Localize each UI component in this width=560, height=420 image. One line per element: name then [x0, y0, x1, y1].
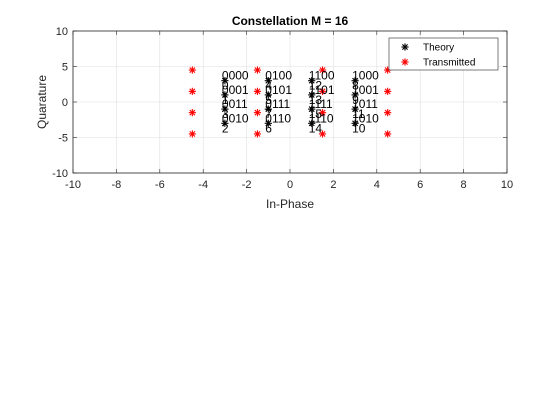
point-bits-label: 1110 — [309, 111, 334, 125]
point-annotations: 0000010001300112001040100501017011160110… — [222, 69, 379, 136]
chart-title: Constellation M = 16 — [232, 14, 349, 28]
transmitted-point — [384, 109, 392, 117]
legend-entry-label: Theory — [423, 43, 454, 54]
x-tick-label: 4 — [374, 179, 380, 191]
point-number-label: 9 — [352, 93, 359, 107]
x-tick-label: -10 — [65, 179, 81, 191]
x-tick-label: 6 — [417, 179, 423, 191]
y-tick-label: -10 — [52, 168, 68, 180]
theory-point — [221, 91, 229, 99]
point-number-label: 15 — [309, 107, 323, 121]
theory-point — [308, 91, 316, 99]
point-number-label: 3 — [222, 107, 229, 121]
point-bits-label: 0110 — [265, 111, 291, 125]
axes-box — [72, 30, 508, 174]
transmitted-point — [318, 109, 327, 117]
x-axis-label: In-Phase — [266, 197, 314, 211]
point-number-label: 8 — [352, 79, 359, 93]
theory-point — [351, 77, 359, 85]
point-number-label: 14 — [309, 121, 323, 135]
transmitted-point — [188, 109, 196, 117]
theory-point — [264, 91, 272, 99]
point-number-label: 5 — [265, 93, 272, 107]
x-tick-label: 0 — [287, 179, 293, 191]
point-number-label: 0 — [222, 79, 229, 93]
y-axis-label: Quarature — [35, 75, 49, 129]
point-number-label: 1 — [222, 93, 229, 107]
transmitted-point — [253, 109, 262, 117]
x-tick-label: -2 — [242, 179, 252, 191]
transmitted-point — [384, 130, 392, 138]
point-bits-label: 0100 — [265, 69, 292, 83]
point-bits-label: 1000 — [352, 69, 379, 83]
transmitted-point — [253, 130, 262, 138]
theory-point — [264, 105, 272, 113]
transmitted-point — [253, 66, 262, 74]
legend-theory-marker — [401, 43, 409, 51]
theory-point — [221, 105, 229, 113]
point-bits-label: 0101 — [265, 83, 292, 97]
transmitted-point — [384, 87, 392, 95]
legend-transmitted-marker — [401, 58, 409, 66]
point-number-label: 11 — [352, 107, 365, 121]
point-number-label: 4 — [265, 79, 272, 93]
transmitted-point — [318, 66, 327, 74]
point-bits-label: 0001 — [222, 83, 249, 97]
x-tick-label: -4 — [198, 179, 208, 191]
point-bits-label: 1111 — [309, 97, 333, 111]
theory-point — [221, 77, 229, 85]
point-bits-label: 1010 — [352, 111, 379, 125]
legend: Theory Transmitted — [388, 37, 499, 71]
x-tick-label: 8 — [461, 179, 467, 191]
point-bits-label: 1101 — [309, 83, 335, 97]
point-number-label: 13 — [309, 93, 323, 107]
theory-point — [351, 119, 359, 127]
theory-point — [264, 119, 272, 127]
x-tick-label: -8 — [112, 179, 122, 191]
transmitted-point — [188, 87, 196, 95]
point-number-label: 2 — [222, 121, 229, 135]
theory-point — [308, 77, 316, 85]
transmitted-point — [188, 66, 196, 74]
point-bits-label: 1011 — [352, 97, 378, 111]
y-tick-label: 10 — [56, 26, 68, 38]
x-tick-label: 2 — [330, 179, 336, 191]
transmitted-point — [188, 130, 196, 138]
point-number-label: 10 — [352, 121, 366, 135]
x-tick-label: -6 — [155, 179, 165, 191]
point-bits-label: 0010 — [222, 111, 249, 125]
x-tick-label: 10 — [501, 179, 513, 191]
point-number-label: 12 — [309, 79, 323, 93]
legend-entry-label: Transmitted — [423, 58, 475, 69]
transmitted-point — [318, 87, 327, 95]
point-bits-label: 0011 — [222, 97, 248, 111]
point-number-label: 6 — [265, 121, 272, 135]
y-tick-label: -5 — [58, 133, 68, 145]
theory-point — [351, 105, 359, 113]
theory-point — [351, 91, 359, 99]
point-number-label: 7 — [265, 107, 272, 121]
theory-point — [264, 77, 272, 85]
theory-point — [308, 105, 316, 113]
point-bits-label: 0111 — [265, 97, 290, 111]
theory-point — [308, 119, 316, 127]
point-bits-label: 1001 — [352, 83, 379, 97]
theory-point — [221, 119, 229, 127]
transmitted-point — [318, 130, 327, 138]
point-bits-label: 0000 — [222, 69, 249, 83]
y-tick-label: 5 — [62, 62, 68, 74]
transmitted-point — [253, 87, 262, 95]
data-marks — [188, 66, 392, 138]
y-tick-label: 0 — [62, 97, 68, 109]
point-bits-label: 1100 — [309, 69, 335, 83]
